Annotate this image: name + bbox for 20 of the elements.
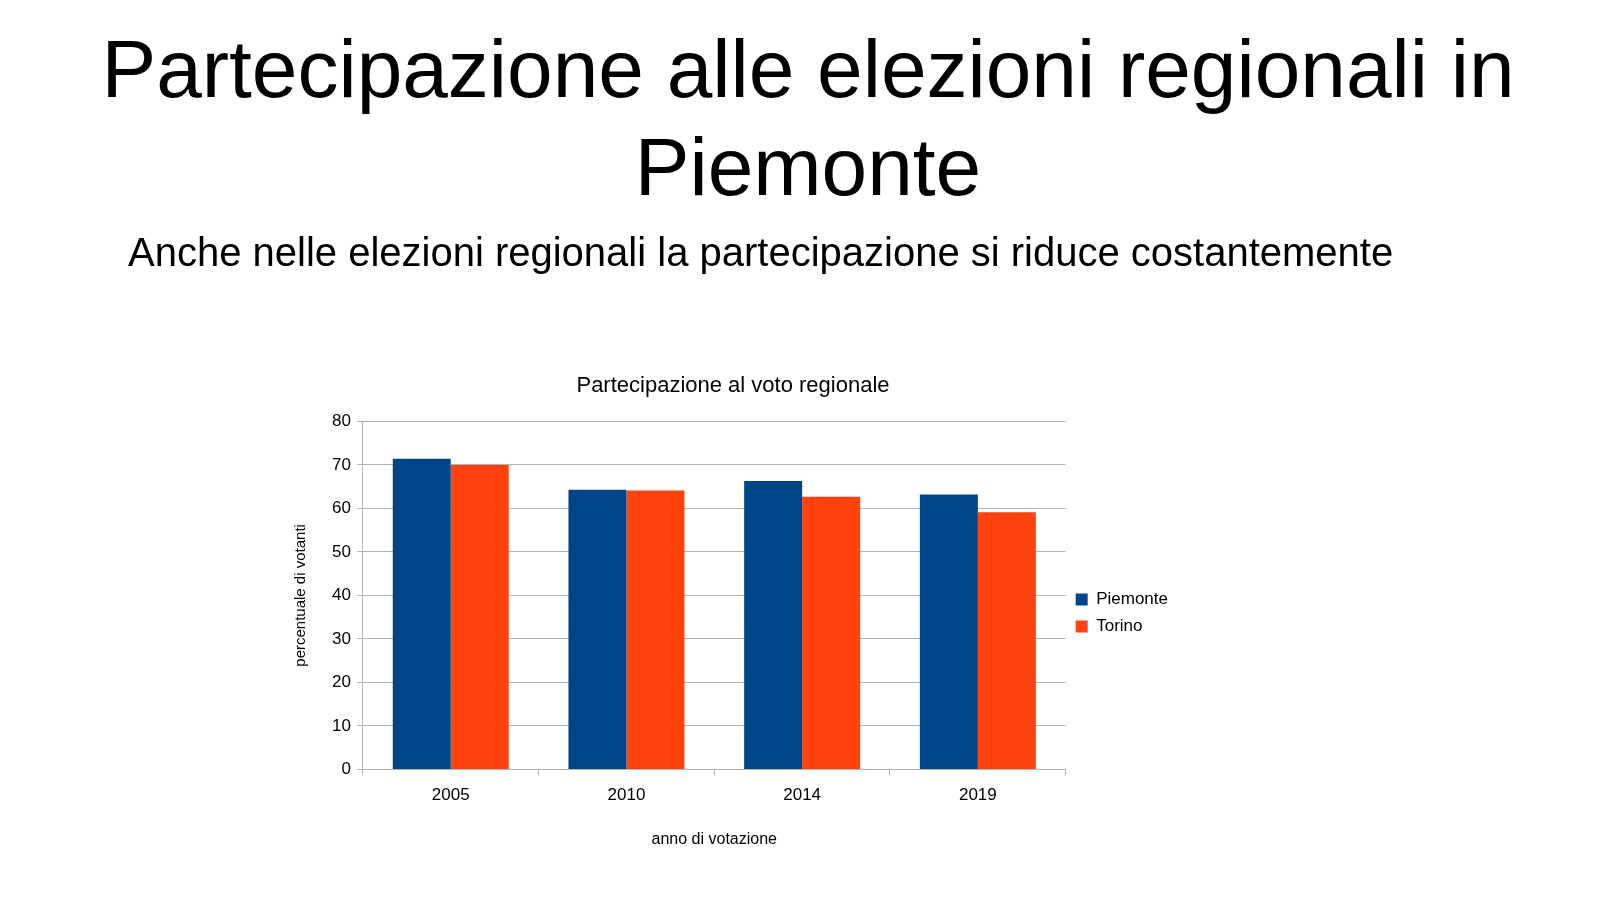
text: Partecipazione al voto regionale <box>576 372 890 398</box>
x-tick-label: 2019 <box>958 785 997 805</box>
y-tick-label: 50 <box>331 541 351 561</box>
x-axis-title: anno di votazione <box>651 829 778 847</box>
y-tick-label: 10 <box>331 715 351 735</box>
x-tick-label: 2014 <box>783 785 822 805</box>
y-axis-title: percentuale di votanti <box>291 524 309 667</box>
y-tick-label: 60 <box>331 498 351 518</box>
chart-title: Partecipazione alle elezioni regionali in Piemonte <box>100 22 1516 214</box>
y-tick-label: 30 <box>331 628 351 648</box>
y-tick-label: 70 <box>331 454 351 474</box>
y-tick-label: 0 <box>341 759 351 779</box>
x-tick-label: 2005 <box>431 785 470 805</box>
y-tick-label: 20 <box>331 672 351 692</box>
legend-label: Piemonte <box>1096 589 1169 609</box>
y-tick-label: 40 <box>331 585 351 605</box>
y-tick-label: 80 <box>331 411 351 431</box>
legend-label: Torino <box>1096 616 1143 636</box>
chart-subtitle: Anche nelle elezioni regionali la partecipazione si riduce costantemente <box>128 230 1394 275</box>
x-tick-label: 2010 <box>607 785 646 805</box>
